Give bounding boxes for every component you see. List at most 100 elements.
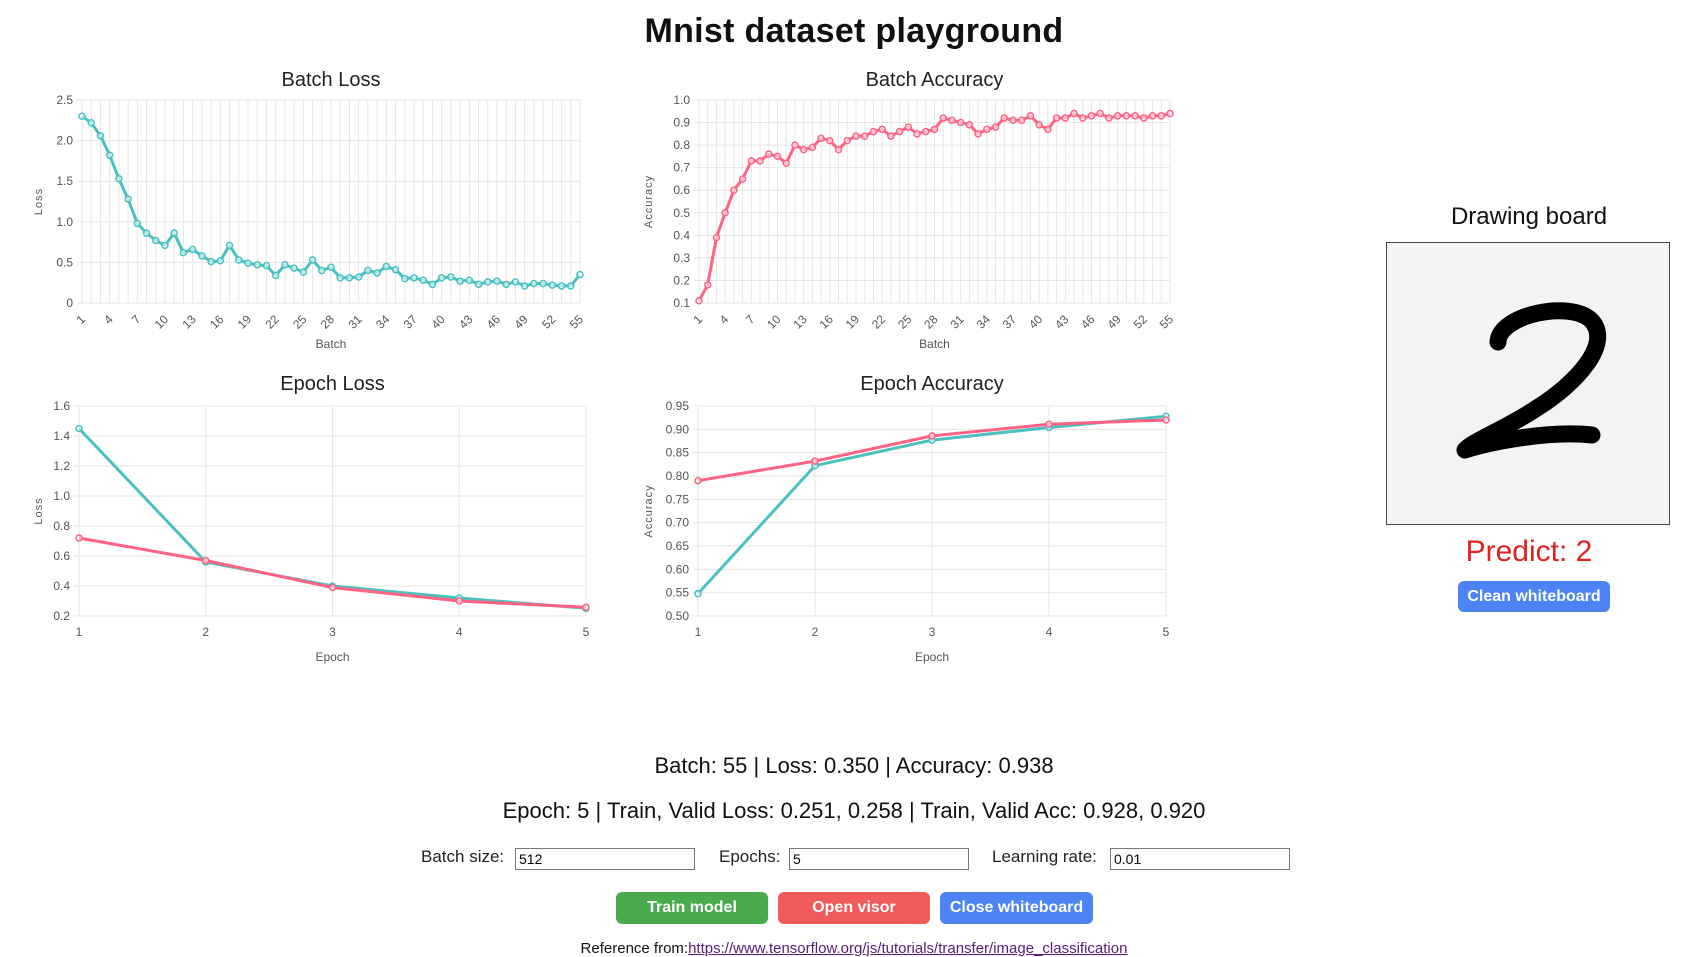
data-point — [782, 159, 790, 167]
epoch-accuracy-series-1 — [694, 416, 1170, 485]
data-point — [773, 152, 782, 161]
data-point — [530, 279, 538, 288]
x-tick-label: 52 — [539, 312, 559, 332]
reference-link[interactable]: https://www.tensorflow.org/js/tutorials/… — [688, 940, 1128, 957]
epoch-loss-series-1 — [75, 534, 590, 612]
reference-prefix: Reference from: — [580, 940, 689, 957]
x-tick-label: 55 — [567, 312, 587, 332]
data-point — [576, 270, 584, 279]
data-point — [869, 127, 878, 136]
data-point — [1140, 114, 1148, 122]
data-point — [1044, 125, 1052, 134]
epoch-loss-title: Epoch Loss — [280, 373, 385, 395]
data-point — [391, 265, 400, 274]
y-tick-label: 0.4 — [53, 579, 70, 593]
x-tick-label: 55 — [1157, 312, 1177, 332]
data-point — [493, 277, 501, 285]
data-point — [235, 256, 243, 264]
reference-line: Reference from:https://www.tensorflow.or… — [0, 940, 1708, 957]
data-point — [1131, 112, 1139, 120]
data-point — [1026, 112, 1035, 120]
data-point — [928, 432, 936, 440]
data-point — [142, 229, 151, 237]
data-point — [1157, 112, 1166, 120]
data-point — [188, 245, 197, 254]
y-tick-label: 1.6 — [53, 399, 70, 413]
open-visor-button[interactable]: Open visor — [778, 892, 930, 924]
data-point — [308, 256, 317, 264]
epochs-label: Epochs: — [719, 847, 781, 866]
data-point — [730, 186, 738, 194]
data-point — [474, 280, 483, 289]
drawing-board-title: Drawing board — [1450, 203, 1608, 230]
data-point — [1087, 112, 1096, 120]
data-point — [557, 282, 566, 290]
x-tick-label: 1 — [73, 312, 88, 327]
y-tick-label: 0.70 — [666, 516, 690, 530]
data-point — [336, 274, 344, 282]
data-point — [1009, 116, 1017, 125]
drawing-board[interactable] — [1386, 242, 1670, 525]
x-tick-label: 4 — [101, 312, 116, 327]
x-tick-label: 37 — [401, 312, 421, 332]
x-tick-label: 1 — [690, 312, 705, 327]
epoch-accuracy-xlabel: Epoch — [915, 650, 949, 664]
data-point — [290, 264, 298, 272]
x-tick-label: 10 — [152, 312, 172, 332]
train-model-button[interactable]: Train model — [616, 892, 768, 924]
batch-loss-title: Batch Loss — [282, 69, 381, 91]
data-point — [502, 280, 510, 289]
data-point — [895, 127, 904, 136]
data-point — [428, 280, 437, 289]
data-point — [447, 273, 455, 281]
x-tick-label: 4 — [717, 312, 732, 327]
x-tick-label: 28 — [318, 312, 338, 332]
y-tick-label: 0.5 — [56, 255, 73, 269]
x-tick-label: 1 — [76, 625, 83, 639]
batch-accuracy-series-0 — [695, 109, 1174, 305]
data-point — [244, 259, 252, 267]
y-tick-label: 0.1 — [673, 296, 690, 310]
data-point — [484, 278, 492, 286]
data-point — [765, 150, 773, 158]
x-tick-label: 34 — [373, 312, 393, 332]
data-point — [930, 125, 939, 134]
batch-size-input[interactable] — [515, 848, 695, 870]
x-tick-label: 13 — [179, 312, 199, 332]
epoch-loss-chart: Epoch Loss 0.2 0.4 0.6 0.8 1.0 1.2 1.4 1.6 1 2 3 4 5 E… — [33, 373, 590, 664]
data-point — [852, 132, 860, 140]
y-tick-label: 0.9 — [673, 116, 690, 130]
batch-accuracy-xlabel: Batch — [919, 337, 950, 351]
epoch-loss-xlabel: Epoch — [315, 650, 349, 664]
learning-rate-input[interactable] — [1110, 848, 1290, 870]
data-point — [738, 175, 747, 183]
batch-size-label: Batch size: — [421, 847, 505, 866]
batch-loss-grid — [77, 99, 581, 304]
epoch-accuracy-ylabel: Accuracy — [643, 484, 655, 537]
data-point — [410, 274, 418, 282]
epoch-loss-ylabel: Loss — [33, 497, 45, 524]
data-point — [1000, 114, 1009, 122]
x-tick-label: 25 — [895, 312, 915, 332]
y-tick-label: 0.55 — [666, 586, 690, 600]
clean-whiteboard-button[interactable]: Clean whiteboard — [1458, 581, 1610, 612]
x-tick-label: 52 — [1131, 312, 1151, 332]
epoch-accuracy-title: Epoch Accuracy — [860, 373, 1003, 395]
data-point — [582, 603, 590, 612]
close-whiteboard-button[interactable]: Close whiteboard — [940, 892, 1093, 924]
y-tick-label: 0.8 — [53, 519, 70, 533]
data-point — [354, 273, 363, 281]
data-point — [1162, 416, 1170, 424]
y-tick-label: 0.65 — [666, 539, 690, 553]
batch-accuracy-title: Batch Accuracy — [866, 69, 1004, 91]
data-point — [567, 282, 575, 290]
y-tick-label: 0.2 — [53, 609, 70, 623]
y-tick-label: 0.2 — [673, 273, 690, 287]
data-point — [887, 132, 895, 140]
epochs-input[interactable] — [789, 848, 969, 870]
data-point — [456, 277, 464, 285]
x-tick-label: 46 — [1078, 312, 1098, 332]
data-point — [87, 118, 95, 127]
x-tick-label: 37 — [1000, 312, 1020, 332]
data-point — [808, 143, 817, 152]
